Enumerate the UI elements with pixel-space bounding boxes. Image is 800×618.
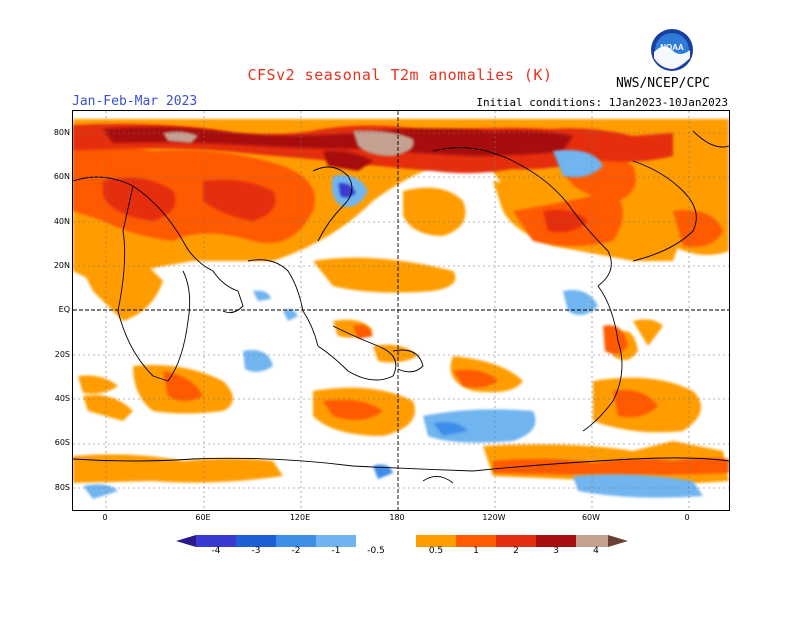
colorbar-cell-m3-m2 bbox=[236, 535, 276, 547]
cool-anomaly-layer bbox=[83, 150, 703, 499]
colorbar-cell-below-m4 bbox=[176, 535, 196, 547]
lon-label-120e: 120E bbox=[289, 513, 311, 522]
lat-label-80n: 80N bbox=[53, 128, 70, 137]
colorbar-label-p4: 4 bbox=[593, 546, 599, 556]
colorbar-cell-p3-p4 bbox=[536, 535, 576, 547]
season-label: Jan-Feb-Mar 2023 bbox=[72, 94, 198, 109]
chart-title: CFSv2 seasonal T2m anomalies (K) bbox=[247, 66, 553, 84]
lat-label-20s: 20S bbox=[54, 350, 70, 359]
lon-label-60e: 60E bbox=[195, 513, 211, 522]
colorbar-label-m4: -4 bbox=[211, 546, 221, 556]
lat-label-60s: 60S bbox=[54, 438, 70, 447]
colorbar-label-p05: 0.5 bbox=[428, 546, 444, 556]
colorbar-cell-m1-m05 bbox=[316, 535, 356, 547]
lon-label-180: 180 bbox=[389, 513, 405, 522]
colorbar-cell-above-p4 bbox=[608, 535, 628, 547]
graticule bbox=[73, 111, 729, 510]
lat-label-20n: 20N bbox=[53, 261, 70, 270]
colorbar-label-m05: -0.5 bbox=[367, 546, 385, 556]
lat-label-40n: 40N bbox=[53, 217, 70, 226]
noaa-logo: NOAA bbox=[651, 29, 693, 71]
anomaly-map bbox=[72, 110, 730, 511]
colorbar-cell-p4-p5 bbox=[576, 535, 608, 547]
extreme-anomaly-layer bbox=[163, 130, 414, 156]
agency-label: NWS/NCEP/CPC bbox=[616, 76, 710, 91]
lon-label-0: 0 bbox=[102, 513, 108, 522]
colorbar-label-p2: 2 bbox=[513, 546, 519, 556]
noaa-logo-text: NOAA bbox=[660, 43, 684, 52]
lat-label-80s: 80S bbox=[54, 483, 70, 492]
colorbar-cell-p2-p3 bbox=[496, 535, 536, 547]
colorbar-cell-m4-m3 bbox=[196, 535, 236, 547]
anomaly-map-svg bbox=[73, 111, 729, 510]
lon-label-60w: 60W bbox=[581, 513, 601, 522]
colorbar-cell-neutral bbox=[356, 535, 416, 547]
colorbar bbox=[176, 535, 628, 547]
colorbar-label-m3: -3 bbox=[251, 546, 261, 556]
lon-label-0-east: 0 bbox=[684, 513, 690, 522]
colorbar-cell-p05-p1 bbox=[416, 535, 456, 547]
lat-label-eq: EQ bbox=[58, 305, 70, 314]
colorbar-label-p1: 1 bbox=[473, 546, 479, 556]
colorbar-cell-m2-m1 bbox=[276, 535, 316, 547]
colorbar-cell-p1-p2 bbox=[456, 535, 496, 547]
lon-label-120w: 120W bbox=[482, 513, 506, 522]
initial-conditions-label: Initial conditions: 1Jan2023-10Jan2023 bbox=[476, 96, 728, 109]
colorbar-label-p3: 3 bbox=[553, 546, 559, 556]
very-hot-anomaly-layer bbox=[103, 126, 573, 171]
colorbar-label-m2: -2 bbox=[291, 546, 301, 556]
colorbar-label-m1: -1 bbox=[331, 546, 341, 556]
lat-label-40s: 40S bbox=[54, 394, 70, 403]
lat-label-60n: 60N bbox=[53, 172, 70, 181]
